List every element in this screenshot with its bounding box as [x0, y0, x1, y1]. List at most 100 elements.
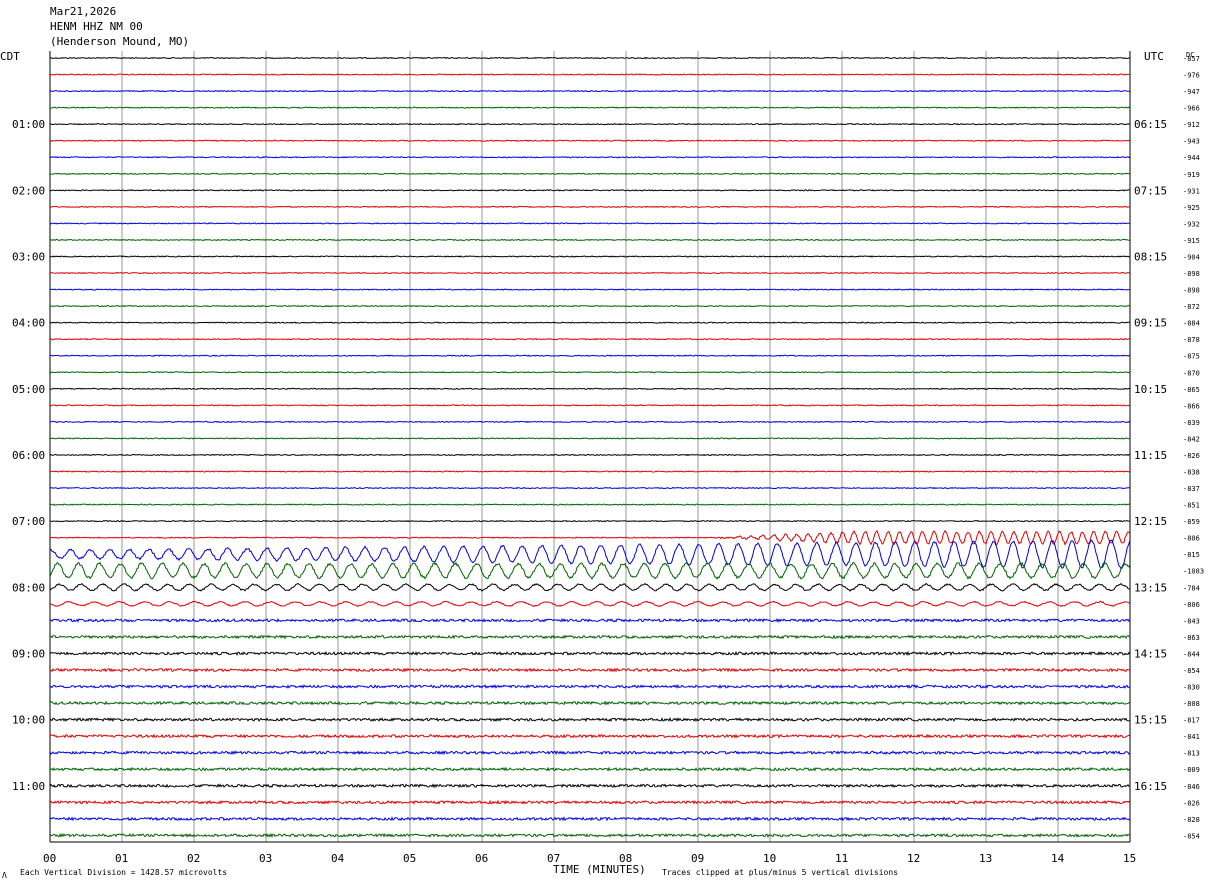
trace-1	[49, 56, 1131, 60]
x-tick-label-13: 13	[979, 852, 992, 865]
trace-29	[50, 519, 1131, 523]
x-tick-label-04: 04	[331, 852, 345, 865]
x-tick-label-09: 09	[691, 852, 704, 865]
dc-offset-10: -925	[1183, 204, 1200, 212]
hour-label-right-8: 13:15	[1134, 581, 1167, 594]
dc-offset-24: -842	[1183, 435, 1200, 443]
trace-13	[50, 255, 1131, 258]
trace-lines	[49, 56, 1131, 838]
hour-label-left-8: 08:00	[12, 581, 45, 594]
trace-35	[49, 617, 1131, 623]
trace-22	[49, 404, 1131, 407]
dc-offset-17: -884	[1183, 320, 1200, 328]
dc-offset-43: -813	[1183, 750, 1200, 758]
hour-label-right-7: 12:15	[1134, 515, 1167, 528]
dc-offset-21: -865	[1183, 386, 1200, 394]
trace-47	[49, 816, 1131, 822]
hour-label-left-11: 11:00	[12, 780, 45, 793]
dc-offset-32: -1083	[1183, 568, 1204, 576]
dc-offset-29: -859	[1183, 518, 1200, 526]
dc-offset-9: -931	[1183, 187, 1200, 195]
hour-label-left-3: 03:00	[12, 250, 45, 263]
dc-offset-15: -898	[1183, 287, 1200, 295]
dc-offset-6: -943	[1183, 138, 1200, 146]
dc-offset-27: -837	[1183, 485, 1200, 493]
trace-41	[49, 716, 1131, 723]
dc-offset-13: -904	[1183, 253, 1200, 261]
dc-offset-36: -863	[1183, 634, 1200, 642]
trace-8	[49, 172, 1131, 175]
trace-24	[49, 437, 1131, 440]
hour-label-left-9: 09:00	[12, 647, 45, 660]
trace-34	[49, 600, 1131, 608]
trace-12	[49, 238, 1131, 242]
left-timezone-label: CDT	[0, 50, 20, 63]
dc-offset-16: -872	[1183, 303, 1200, 311]
trace-16	[49, 304, 1131, 308]
trace-30	[49, 529, 1131, 546]
trace-15	[49, 288, 1131, 291]
trace-19	[49, 354, 1131, 357]
dc-offset-3: -947	[1183, 88, 1200, 96]
trace-5	[49, 123, 1131, 126]
dc-offset-48: -854	[1183, 832, 1200, 840]
x-tick-label-15: 15	[1123, 852, 1136, 865]
hour-label-right-11: 16:15	[1134, 780, 1167, 793]
trace-3	[49, 89, 1130, 93]
dc-offset-1: -857	[1183, 55, 1200, 63]
x-tick-label-12: 12	[907, 852, 920, 865]
dc-offset-23: -839	[1183, 419, 1200, 427]
dc-offset-22: -866	[1183, 402, 1200, 410]
hour-label-right-2: 07:15	[1134, 184, 1167, 197]
trace-20	[49, 371, 1131, 374]
hour-label-right-5: 10:15	[1134, 383, 1167, 396]
x-tick-label-14: 14	[1051, 852, 1065, 865]
x-tick-label-06: 06	[475, 852, 488, 865]
dc-offset-31: -815	[1183, 551, 1200, 559]
dc-offset-2: -976	[1183, 72, 1200, 80]
x-tick-label-07: 07	[547, 852, 560, 865]
trace-25	[49, 453, 1131, 457]
x-tick-label-10: 10	[763, 852, 776, 865]
hour-labels: 01:00 06:15 02:00 07:15 03:00 08:15 04:00 09:15…	[12, 118, 1167, 793]
trace-36	[49, 634, 1131, 640]
trace-48	[49, 832, 1131, 838]
hour-label-left-6: 06:00	[12, 449, 45, 462]
dc-offset-44: -809	[1183, 766, 1200, 774]
station-location: (Henderson Mound, MO)	[50, 35, 190, 48]
dc-offset-39: -830	[1183, 684, 1200, 692]
trace-38	[49, 667, 1131, 673]
dc-offset-7: -944	[1183, 154, 1200, 162]
dc-offset-47: -828	[1183, 816, 1200, 824]
trace-14	[49, 271, 1131, 275]
trace-46	[49, 799, 1131, 805]
hour-label-right-1: 06:15	[1134, 118, 1167, 131]
trace-40	[49, 700, 1131, 706]
dc-offset-12: -915	[1183, 237, 1200, 245]
trace-21	[49, 387, 1131, 390]
dc-header-label: DC	[1186, 51, 1194, 59]
dc-offset-8: -919	[1183, 171, 1200, 179]
station-code: HENM HHZ NM 00	[50, 20, 143, 33]
hour-label-right-6: 11:15	[1134, 449, 1167, 462]
plot-date: Mar21,2026	[50, 5, 117, 18]
trace-37	[49, 650, 1131, 656]
trace-45	[49, 783, 1131, 789]
trace-2	[49, 73, 1131, 76]
dc-offset-33: -784	[1183, 584, 1200, 592]
dc-offset-4: -966	[1183, 105, 1200, 113]
dc-offset-41: -817	[1183, 717, 1200, 725]
trace-6	[49, 139, 1131, 142]
dc-offset-25: -826	[1183, 452, 1200, 460]
dc-offset-28: -851	[1183, 502, 1200, 510]
x-tick-label-02: 02	[187, 852, 200, 865]
trace-42	[49, 733, 1131, 739]
hour-label-left-2: 02:00	[12, 184, 45, 197]
trace-32	[49, 561, 1131, 580]
hour-label-left-7: 07:00	[12, 515, 45, 528]
trace-9	[49, 189, 1130, 192]
dc-offset-34: -806	[1183, 601, 1200, 609]
trace-11	[49, 222, 1131, 225]
right-timezone-label: UTC	[1144, 50, 1164, 63]
